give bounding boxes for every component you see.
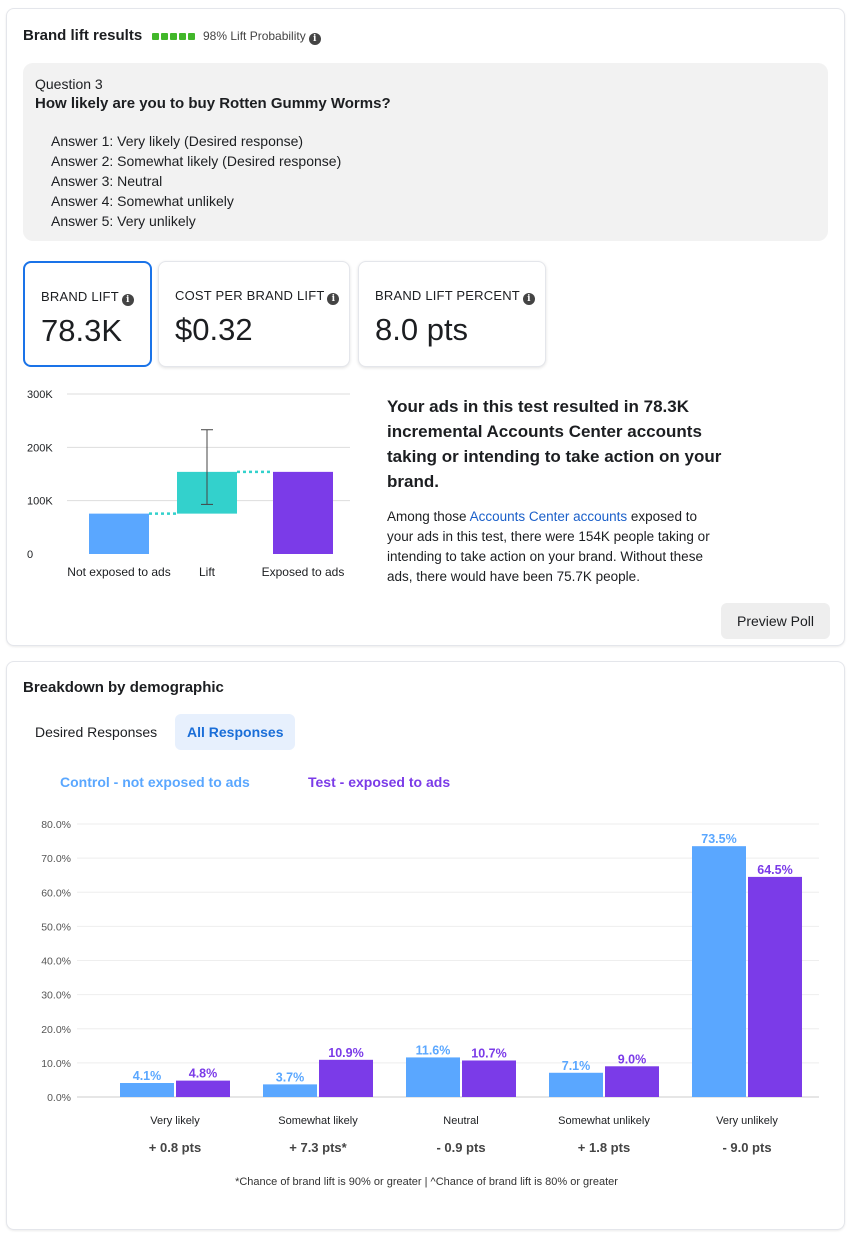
bar-control xyxy=(549,1072,603,1097)
data-label-test: 4.8% xyxy=(189,1067,218,1081)
metric-value: 8.0 pts xyxy=(375,312,469,347)
y-tick-label: 30.0% xyxy=(41,990,71,1002)
answer-list: Answer 1: Very likely (Desired response)… xyxy=(51,131,341,231)
lift-points-label: + 7.3 pts* xyxy=(289,1140,347,1155)
card-title: Breakdown by demographic xyxy=(23,679,224,696)
bar-test xyxy=(319,1059,373,1097)
data-label-test: 9.0% xyxy=(618,1052,647,1066)
x-category-label: Exposed to ads xyxy=(262,565,345,579)
bar-test xyxy=(605,1066,659,1097)
info-icon[interactable]: i xyxy=(308,33,321,45)
bar-test xyxy=(176,1080,230,1097)
metric-label: COST PER BRAND LIFT i xyxy=(175,288,340,305)
y-tick-label: 80.0% xyxy=(41,819,71,831)
brand-lift-results-card: Brand lift results 98% Lift Probability i… xyxy=(6,8,845,646)
x-category-label: Very likely xyxy=(150,1115,200,1127)
bar-control xyxy=(263,1084,317,1097)
demographic-chart: 0.0% 10.0% 20.0% 30.0% 40.0% 50.0% 60.0% 70.0% 8… xyxy=(41,819,819,1155)
bar-exposed xyxy=(273,471,333,554)
bar-test xyxy=(748,876,802,1097)
tab-all-responses[interactable]: All Responses xyxy=(175,714,296,750)
legend-control: Control - not exposed to ads xyxy=(60,774,250,790)
metric-value: $0.32 xyxy=(175,312,253,347)
question-text: How likely are you to buy Rotten Gummy W… xyxy=(35,95,391,112)
summary-body: Among those Accounts Center accounts exp… xyxy=(387,509,710,584)
y-tick-label: 0 xyxy=(27,549,33,561)
summary-headline: Your ads in this test resulted in 78.3K … xyxy=(387,397,722,491)
data-label-control: 4.1% xyxy=(133,1069,162,1083)
card-title: Brand lift results xyxy=(23,27,143,44)
y-tick-label: 10.0% xyxy=(41,1058,71,1070)
metric-card-cost-per-brand-lift[interactable]: COST PER BRAND LIFT i $0.32 xyxy=(158,261,350,367)
answer-item: Answer 4: Somewhat unlikely xyxy=(51,193,234,209)
answer-item: Answer 1: Very likely (Desired response) xyxy=(51,133,304,149)
y-tick-label: 300K xyxy=(27,389,53,401)
lift-points-label: - 0.9 pts xyxy=(436,1140,485,1155)
answer-item: Answer 3: Neutral xyxy=(51,173,163,189)
bar-test xyxy=(462,1060,516,1097)
y-tick-label: 20.0% xyxy=(41,1024,71,1036)
accounts-center-link[interactable]: Accounts Center accounts xyxy=(469,509,628,524)
legend-test: Test - exposed to ads xyxy=(308,774,451,790)
demographic-breakdown-card: Breakdown by demographic Desired Respons… xyxy=(6,661,845,1230)
answer-item: Answer 5: Very unlikely xyxy=(51,213,196,229)
tab-desired-responses[interactable]: Desired Responses xyxy=(35,724,158,740)
bar-control xyxy=(692,846,746,1097)
data-label-control: 73.5% xyxy=(701,832,736,846)
info-icon[interactable]: i xyxy=(327,293,340,305)
metric-card-brand-lift-percent[interactable]: BRAND LIFT PERCENT i 8.0 pts xyxy=(358,261,546,367)
bar-control xyxy=(120,1083,174,1097)
y-tick-label: 40.0% xyxy=(41,956,71,968)
lift-probability-indicator xyxy=(152,33,195,40)
lift-probability: 98% Lift Probability i xyxy=(203,29,321,45)
lift-points-label: + 1.8 pts xyxy=(578,1140,630,1155)
x-category-label: Very unlikely xyxy=(716,1115,778,1127)
data-label-test: 10.7% xyxy=(471,1046,506,1060)
data-label-test: 10.9% xyxy=(328,1046,363,1060)
x-category-label: Somewhat likely xyxy=(278,1115,358,1127)
answer-item: Answer 2: Somewhat likely (Desired respo… xyxy=(51,153,342,169)
y-tick-label: 60.0% xyxy=(41,887,71,899)
y-tick-label: 100K xyxy=(27,496,53,508)
question-number: Question 3 xyxy=(35,76,103,92)
y-tick-label: 70.0% xyxy=(41,853,71,865)
data-label-control: 7.1% xyxy=(562,1059,591,1073)
data-label-control: 3.7% xyxy=(276,1070,305,1084)
metric-label: BRAND LIFT i xyxy=(41,289,134,306)
x-category-label: Lift xyxy=(199,565,216,579)
footnote: *Chance of brand lift is 90% or greater … xyxy=(235,1176,618,1188)
bar-not-exposed xyxy=(89,513,149,554)
question-box: Question 3 How likely are you to buy Rot… xyxy=(23,63,828,241)
data-label-control: 11.6% xyxy=(416,1043,451,1057)
x-category-label: Somewhat unlikely xyxy=(558,1115,650,1127)
preview-poll-button[interactable]: Preview Poll xyxy=(721,603,830,639)
bar-control xyxy=(406,1057,460,1097)
info-icon[interactable]: i xyxy=(522,293,535,305)
brand-lift-chart: 0 100K 200K 300K Not exposed to ads Lift Expos… xyxy=(27,389,350,579)
y-tick-label: 50.0% xyxy=(41,921,71,933)
info-icon[interactable]: i xyxy=(121,294,134,306)
y-tick-label: 0.0% xyxy=(47,1092,71,1104)
metric-card-brand-lift[interactable]: BRAND LIFT i 78.3K xyxy=(23,261,152,367)
y-tick-label: 200K xyxy=(27,442,53,454)
lift-points-label: - 9.0 pts xyxy=(722,1140,771,1155)
x-category-label: Not exposed to ads xyxy=(67,565,170,579)
lift-points-label: + 0.8 pts xyxy=(149,1140,201,1155)
metric-label: BRAND LIFT PERCENT i xyxy=(375,288,535,305)
data-label-test: 64.5% xyxy=(757,863,792,877)
metric-value: 78.3K xyxy=(41,313,123,348)
lift-probability-text: 98% Lift Probability xyxy=(203,29,306,43)
x-category-label: Neutral xyxy=(443,1115,478,1127)
